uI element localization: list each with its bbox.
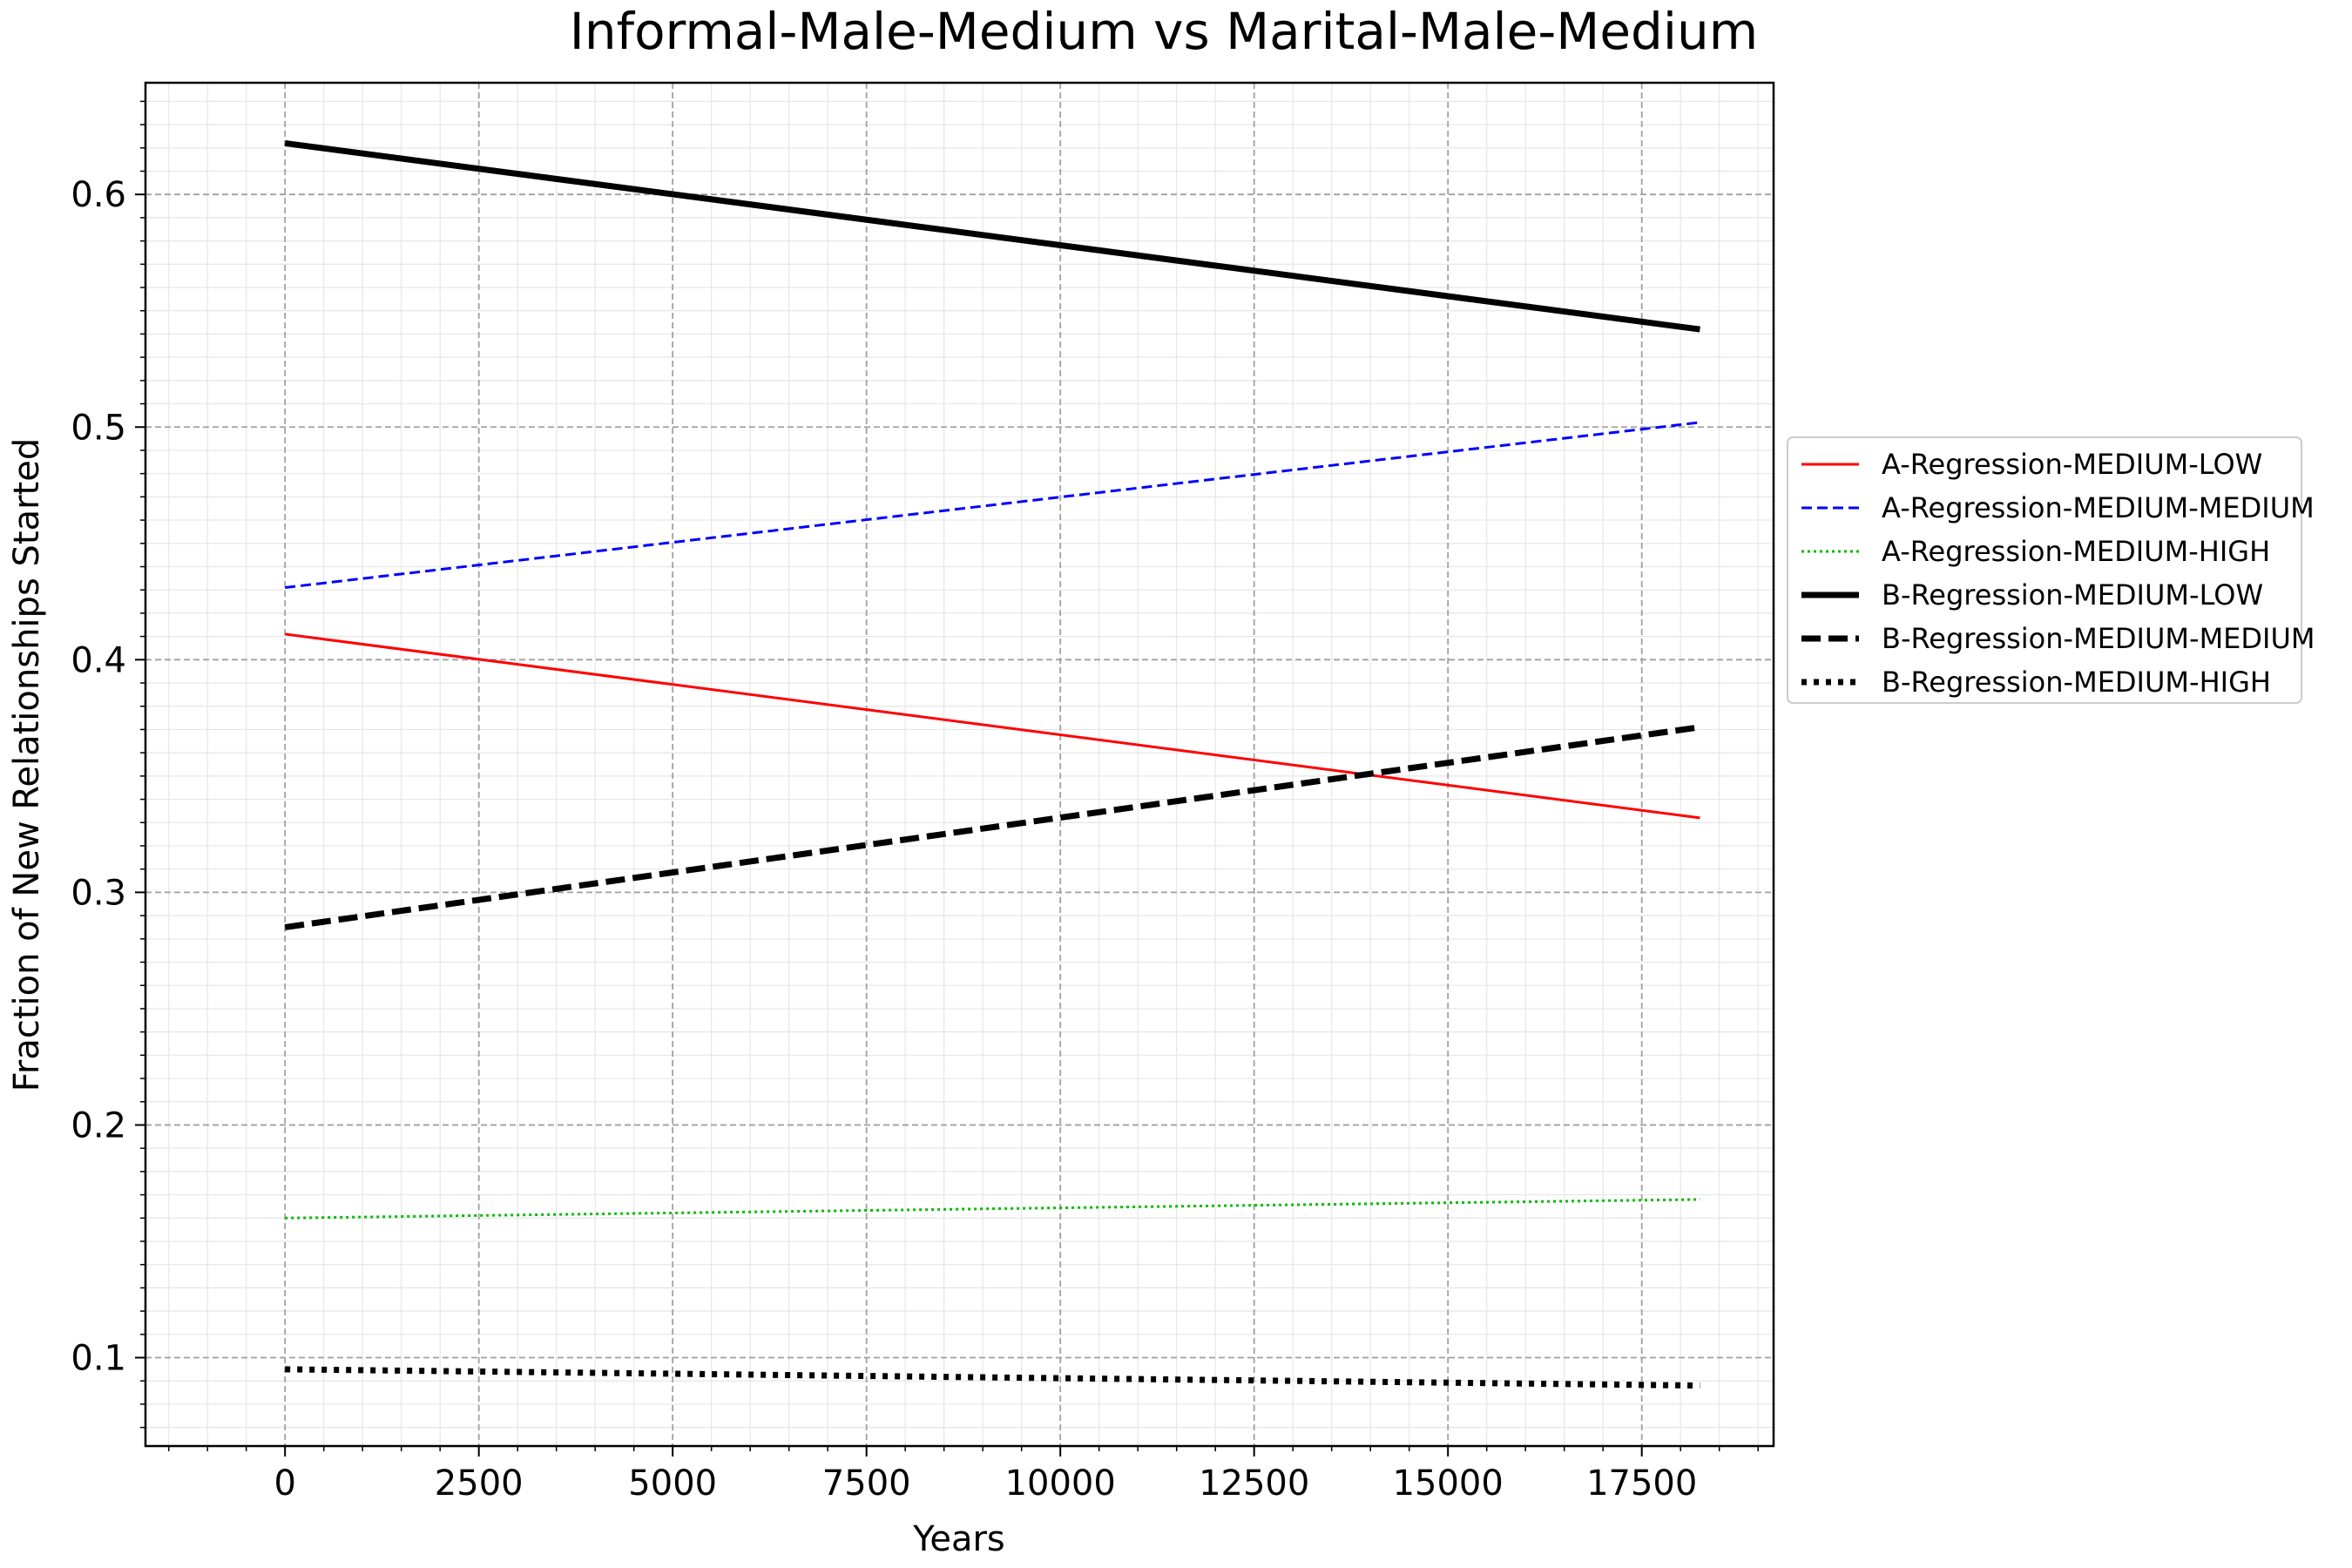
y-axis-ticks: 0.1 0.2 0.3 0.4 0.5 0.6 (71, 100, 145, 1429)
major-grid (145, 83, 1774, 1446)
plot-background (145, 83, 1774, 1446)
series-line-3 (285, 1198, 1700, 1220)
x-tick-label: 10000 (1005, 1463, 1116, 1504)
y-tick-label: 0.3 (71, 873, 126, 913)
legend-label: B-Regression-MEDIUM-LOW (1882, 578, 2263, 612)
x-tick-label: 17500 (1586, 1463, 1697, 1504)
legend: A-Regression-MEDIUM-LOW A-Regression-MEDI… (1787, 436, 2315, 704)
series-line-6 (285, 1366, 1700, 1389)
series-line-2 (285, 421, 1700, 590)
series-layer (284, 139, 1700, 1389)
series-line-5 (284, 724, 1700, 930)
series-line-1 (285, 632, 1700, 820)
y-tick-label: 0.5 (71, 408, 126, 448)
y-tick-label: 0.2 (71, 1105, 126, 1146)
x-tick-label: 5000 (628, 1463, 717, 1504)
legend-label: A-Regression-MEDIUM-HIGH (1882, 535, 2270, 568)
legend-label: B-Regression-MEDIUM-MEDIUM (1882, 622, 2315, 655)
y-tick-label: 0.1 (71, 1339, 126, 1379)
minor-grid (145, 83, 1774, 1446)
x-tick-label: 7500 (822, 1463, 911, 1504)
y-tick-label: 0.6 (71, 175, 126, 215)
chart-title: Informal-Male-Medium vs Marital-Male-Med… (570, 2, 1758, 61)
series-line-4 (284, 139, 1700, 333)
legend-label: B-Regression-MEDIUM-HIGH (1882, 666, 2271, 699)
x-tick-label: 15000 (1393, 1463, 1504, 1504)
y-tick-label: 0.4 (71, 640, 126, 680)
plot-frame (144, 81, 1775, 1448)
x-tick-label: 0 (274, 1463, 295, 1504)
x-axis-ticks: 0 2500 5000 7500 10000 12500 15000 17500 (167, 1446, 1759, 1504)
x-axis-label: Years (912, 1519, 1005, 1559)
legend-box (1787, 436, 2302, 704)
legend-label: A-Regression-MEDIUM-LOW (1882, 448, 2262, 481)
x-tick-label: 2500 (435, 1463, 524, 1504)
y-axis-label: Fraction of New Relationships Started (7, 438, 47, 1092)
legend-label: A-Regression-MEDIUM-MEDIUM (1882, 491, 2315, 524)
x-tick-label: 12500 (1199, 1463, 1309, 1504)
